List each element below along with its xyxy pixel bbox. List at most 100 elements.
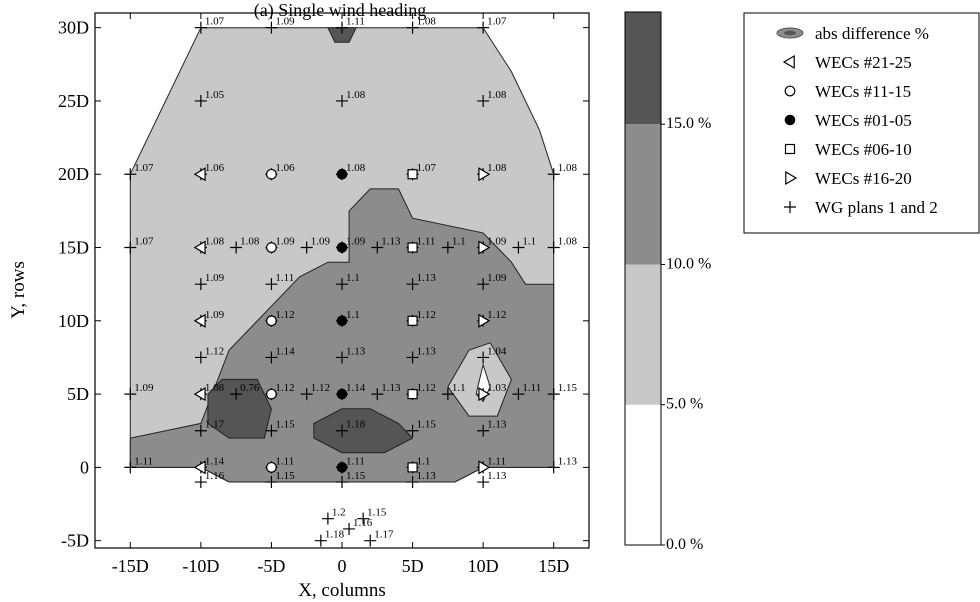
grid-point-marker bbox=[477, 21, 490, 34]
grid-point-marker bbox=[477, 476, 490, 489]
grid-point-marker bbox=[265, 278, 278, 291]
legend-symbol bbox=[784, 85, 796, 97]
grid-point-marker bbox=[321, 512, 334, 525]
colorbar-frame bbox=[624, 11, 662, 546]
point-value-label: 1.04 bbox=[487, 345, 507, 357]
legend-symbol bbox=[785, 170, 798, 186]
point-value-label: 1.03 bbox=[487, 382, 507, 394]
point-value-label: 1.06 bbox=[275, 162, 295, 174]
y-tick-label: 0 bbox=[80, 457, 89, 477]
point-value-label: 1.18 bbox=[346, 419, 366, 431]
grid-point-marker bbox=[336, 351, 348, 364]
wec-marker bbox=[266, 388, 277, 400]
point-value-label: 1.09 bbox=[487, 236, 507, 248]
point-value-label: 0.76 bbox=[240, 382, 260, 394]
point-value-label: 1.15 bbox=[275, 470, 295, 482]
grid-point-marker bbox=[441, 241, 454, 254]
point-value-label: 1.11 bbox=[275, 272, 294, 284]
grid-point-marker bbox=[371, 388, 384, 401]
point-value-label: 1.11 bbox=[522, 382, 541, 394]
grid-point-marker bbox=[477, 278, 490, 291]
point-value-label: 1.09 bbox=[346, 236, 366, 248]
grid-point-marker bbox=[265, 21, 278, 34]
wec-marker bbox=[336, 462, 348, 473]
wec-marker bbox=[266, 315, 277, 327]
wec-marker bbox=[336, 168, 348, 180]
point-value-label: 1.08 bbox=[346, 162, 366, 174]
grid-point-marker bbox=[124, 241, 137, 254]
legend-label: WECs #06-10 bbox=[815, 140, 912, 159]
wec-marker bbox=[478, 240, 491, 255]
point-value-label: 1.06 bbox=[205, 162, 225, 174]
wec-marker bbox=[478, 460, 491, 475]
point-value-label: 1.1 bbox=[522, 236, 536, 248]
point-value-label: 1.11 bbox=[275, 455, 294, 467]
colorbar-label: 15.0 % bbox=[666, 115, 711, 132]
point-value-label: 1.13 bbox=[417, 345, 437, 357]
colorbar-label: 5.0 % bbox=[666, 396, 703, 413]
legend-symbol bbox=[784, 114, 796, 126]
grid-point-marker bbox=[124, 168, 137, 181]
point-value-label: 1.14 bbox=[205, 455, 225, 467]
grid-point-marker bbox=[547, 388, 560, 401]
grid-point-marker bbox=[265, 424, 278, 437]
grid-point-marker bbox=[194, 476, 207, 489]
wec-marker bbox=[336, 315, 348, 327]
y-tick-label: 10D bbox=[58, 311, 89, 331]
wec-marker bbox=[478, 387, 491, 402]
point-value-label: 1.17 bbox=[205, 419, 225, 431]
colorbar-band bbox=[625, 12, 661, 125]
wec-marker bbox=[193, 387, 206, 402]
point-value-label: 1.09 bbox=[205, 272, 225, 284]
wec-marker bbox=[407, 242, 418, 253]
plot-area: 1.07 1.09 1.11 1.08 1.07 1.05 1.08 1.08 1.07 1.06… bbox=[124, 16, 577, 547]
x-tick-label: 10D bbox=[468, 556, 499, 576]
legend-label: WECs #16-20 bbox=[815, 169, 912, 188]
point-value-label: 1.12 bbox=[275, 309, 294, 321]
wec-marker bbox=[336, 388, 348, 400]
legend-label: abs difference % bbox=[815, 24, 929, 43]
point-value-label: 1.08 bbox=[240, 236, 260, 248]
point-value-label: 1.15 bbox=[367, 507, 387, 519]
point-value-label: 1.13 bbox=[417, 470, 437, 482]
wec-marker bbox=[407, 388, 418, 400]
grid-point-marker bbox=[371, 241, 384, 254]
point-value-label: 1.14 bbox=[346, 382, 366, 394]
y-tick-label: 5D bbox=[67, 384, 89, 404]
point-value-label: 1.1 bbox=[346, 309, 360, 321]
grid-point-marker bbox=[124, 461, 137, 474]
point-value-label: 1.11 bbox=[417, 236, 436, 248]
grid-point-marker bbox=[547, 461, 560, 474]
point-value-label: 1.08 bbox=[558, 162, 578, 174]
point-value-label: 1.05 bbox=[205, 89, 225, 101]
wec-marker bbox=[266, 168, 277, 180]
grid-point-marker bbox=[314, 534, 327, 547]
point-value-label: 1.12 bbox=[275, 382, 294, 394]
point-value-label: 1.1 bbox=[346, 272, 360, 284]
point-value-label: 1.1 bbox=[417, 455, 431, 467]
point-value-label: 1.07 bbox=[417, 162, 437, 174]
point-value-label: 1.09 bbox=[275, 16, 295, 28]
y-tick-label: 30D bbox=[58, 18, 89, 38]
grid-point-marker bbox=[194, 278, 207, 291]
point-value-label: 1.08 bbox=[417, 16, 437, 28]
grid-point-marker bbox=[406, 21, 419, 34]
grid-point-marker bbox=[547, 168, 560, 181]
legend-box bbox=[743, 12, 980, 234]
grid-point-marker bbox=[194, 94, 207, 107]
colorbar: 0.0 % 5.0 % 10.0 % 15.0 % bbox=[624, 11, 711, 553]
point-value-label: 1.12 bbox=[311, 382, 330, 394]
wec-marker bbox=[407, 169, 418, 180]
point-value-label: 1.14 bbox=[275, 345, 295, 357]
wec-marker bbox=[478, 313, 491, 328]
point-value-label: 1.13 bbox=[381, 236, 401, 248]
point-value-label: 1.18 bbox=[325, 529, 345, 541]
x-axis-label: X, columns bbox=[298, 580, 386, 601]
grid-point-marker bbox=[230, 241, 243, 254]
point-value-label: 1.07 bbox=[134, 236, 154, 248]
point-value-label: 1.13 bbox=[558, 455, 578, 467]
y-tick-label: 20D bbox=[58, 164, 89, 184]
grid-point-marker bbox=[406, 351, 419, 364]
grid-point-marker bbox=[406, 476, 419, 489]
